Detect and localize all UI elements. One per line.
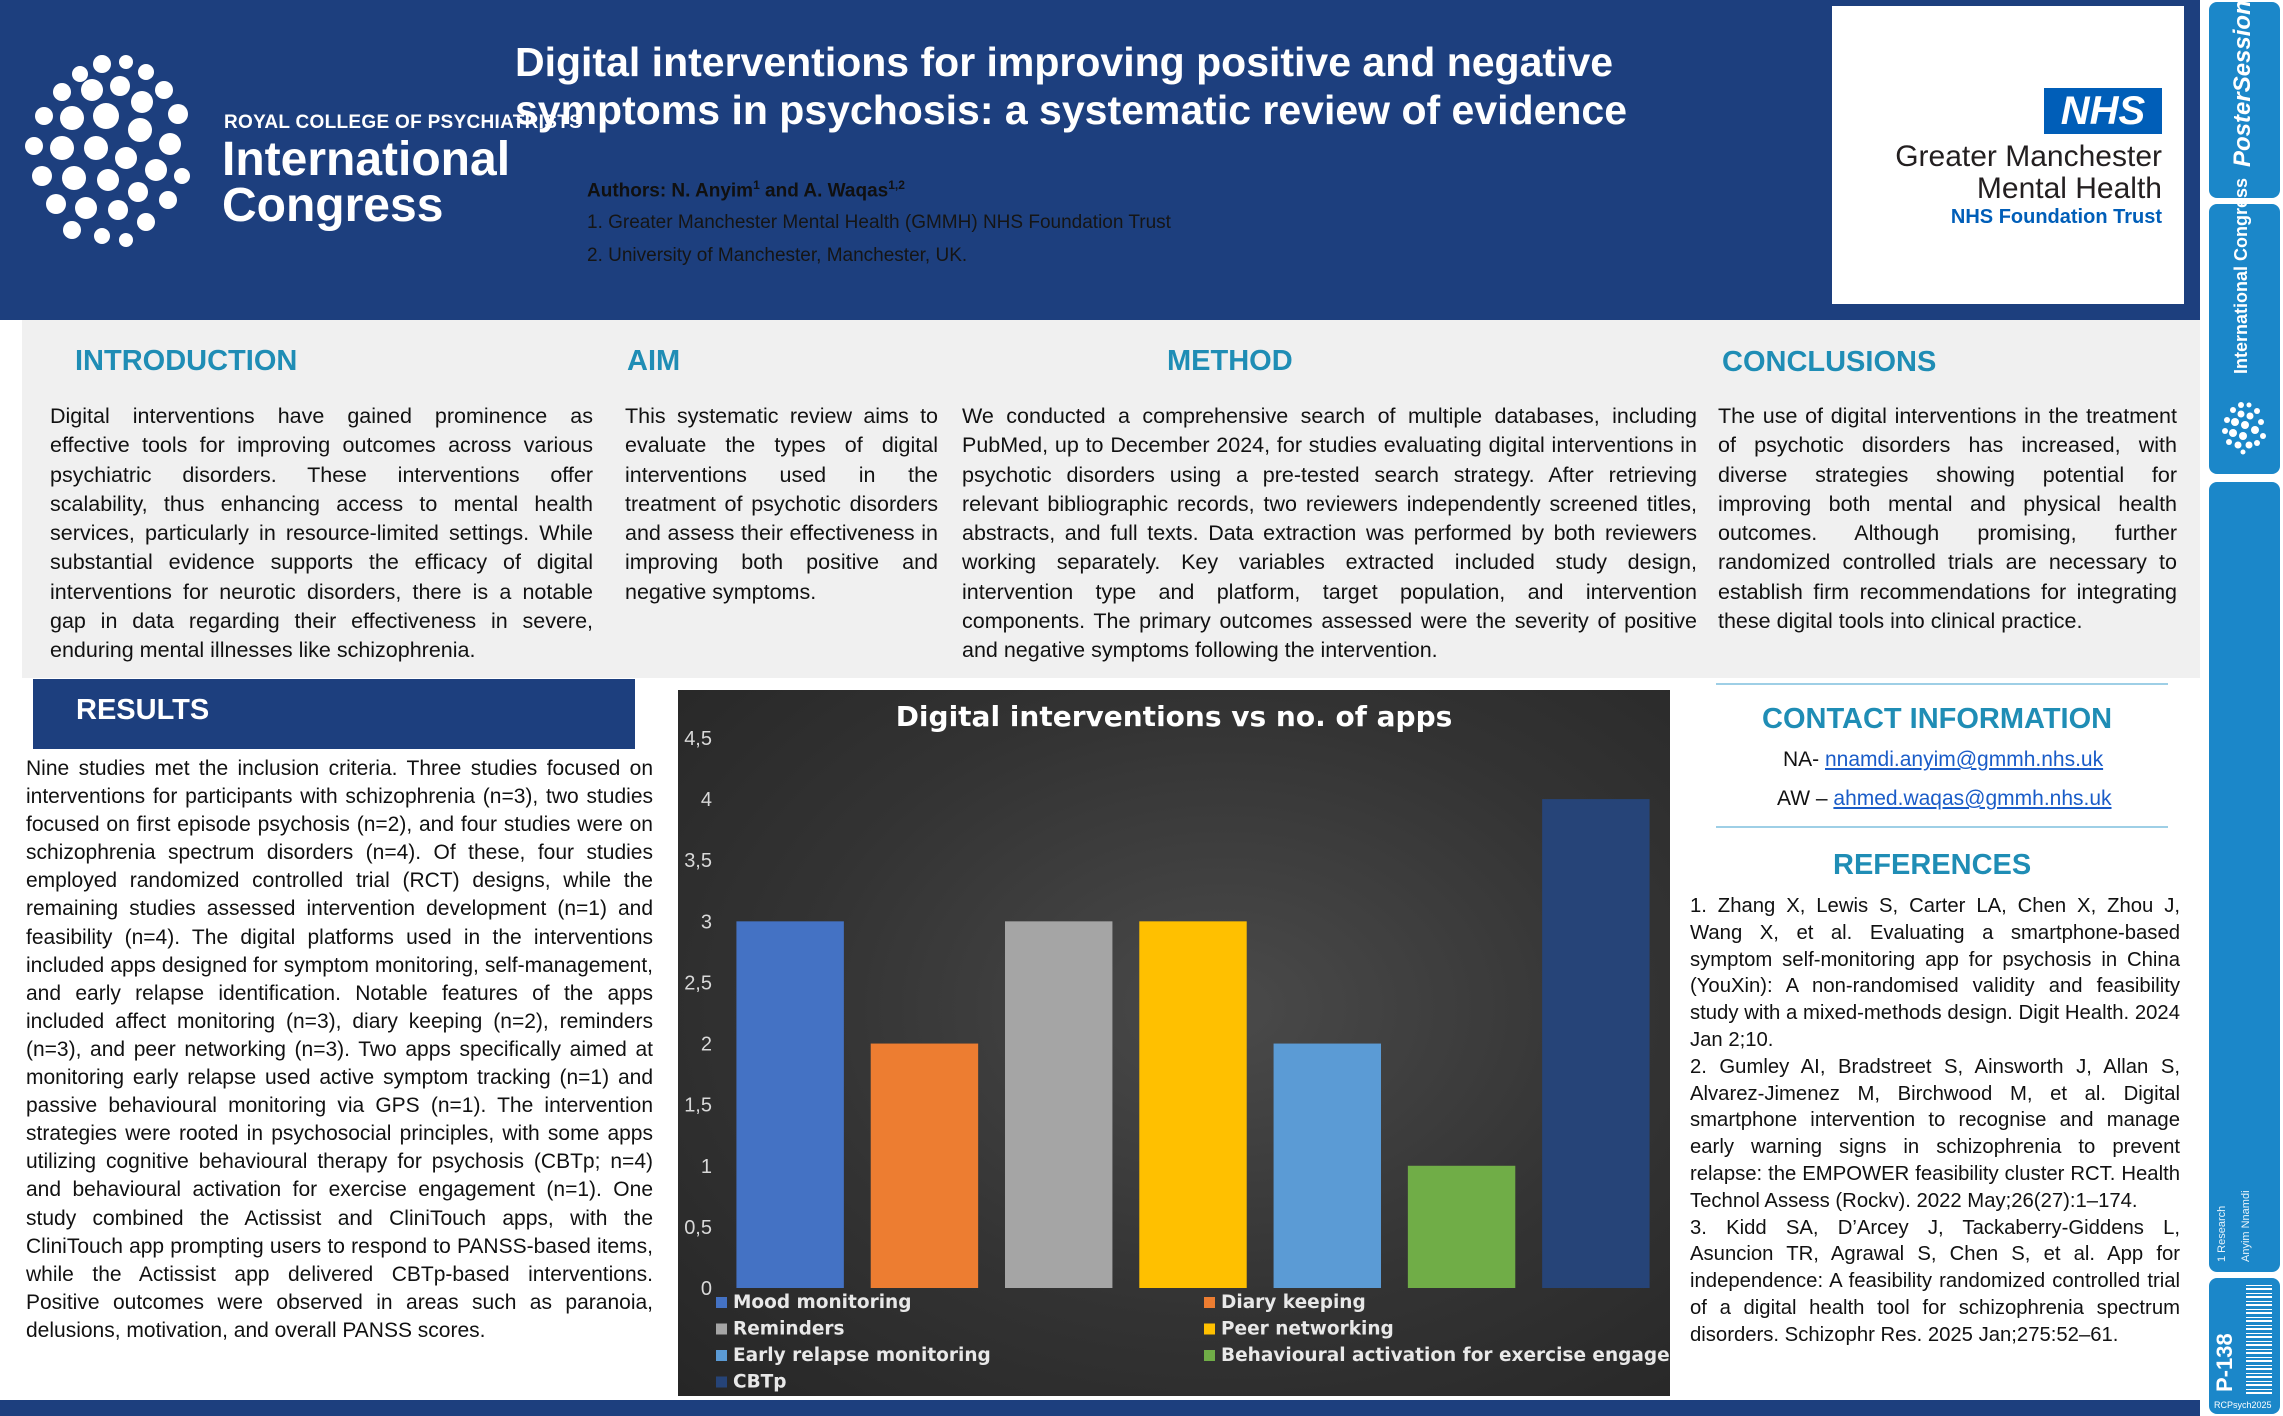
poster-title: Digital interventions for improving posi… [515,39,1628,133]
y-tick-label: 4 [701,789,712,811]
legend-swatch [1204,1323,1215,1335]
side-strip: PosterSessionOnline International Congre… [2200,0,2283,1416]
y-tick-label: 1 [701,1156,712,1178]
bottom-strip [0,1400,2200,1416]
title-box: Digital interventions for improving posi… [515,38,1815,134]
barcode [2246,1282,2272,1394]
bar-chart: Digital interventions vs no. of apps 0 0,5… [684,700,1670,1393]
legend-label: CBTp [733,1372,787,1393]
authors-label: Authors: N. Anyim [587,180,754,202]
bar-peer-networking [1139,921,1247,1288]
reference-item: 2. Gumley AI, Bradstreet S, Ainsworth J,… [1690,1055,2180,1212]
legend-swatch [716,1376,727,1388]
bar-cbtp [1542,799,1650,1288]
bar-diary-keeping [870,1043,979,1288]
legend-label: Behavioural activation for exercise enga… [1221,1345,1670,1366]
conclusions-heading: CONCLUSIONS [1722,346,1937,378]
y-tick-label: 3,5 [684,850,712,872]
y-tick-label: 1,5 [684,1095,712,1117]
method-body: We conducted a comprehensive search of m… [962,404,1697,663]
introduction-body: Digital interventions have gained promin… [50,404,593,663]
results-body: Nine studies met the inclusion criteria.… [26,757,653,1342]
bar-reminders [1005,921,1113,1288]
results-banner: RESULTS [33,679,635,749]
references-list: 1. Zhang X, Lewis S, Carter LA, Chen X, … [1690,893,2180,1349]
legend-label: Mood monitoring [733,1292,911,1313]
side-tab-congress: International Congress [2209,178,2280,474]
poster-number: P-138 [2212,1333,2237,1392]
legend-label: Diary keeping [1221,1292,1366,1313]
reference-item: 1. Zhang X, Lewis S, Carter LA, Chen X, … [1690,895,2180,1051]
reference-item: 3. Kidd SA, D’Arcey J, Tackaberry-Gidden… [1690,1216,2180,1346]
conclusions-body: The use of digital interventions in the … [1718,404,2177,634]
chart-panel: Digital interventions vs no. of apps 0 0,5… [678,690,1670,1396]
nhs-logo: NHS Greater Manchester Mental Health NHS… [1832,6,2184,304]
brain-dots-icon [25,55,190,247]
aim-heading: AIM [627,345,681,377]
chart-title: Digital interventions vs no. of apps [896,700,1453,733]
brain-dots-icon [2222,402,2266,455]
affiliation-1: 1. Greater Manchester Mental Health (GMM… [587,212,1171,233]
divider [1716,683,2168,685]
y-tick-label: 0 [701,1278,712,1300]
authors: Authors: N. Anyim1 and A. Waqas1,2 [587,178,905,202]
y-tick-label: 4,5 [684,728,712,750]
bar-early-relapse-monitoring [1273,1043,1381,1288]
legend-label: Reminders [733,1319,845,1340]
rcpsych-tag: RCPsych2025 [2214,1400,2272,1410]
authors-sup-1: 1 [753,178,760,192]
contact-na: NA- nnamdi.anyim@gmmh.nhs.uk [1783,748,2103,772]
side-congress-text: International Congress [2231,177,2251,374]
method-heading: METHOD [1167,345,1293,377]
legend-swatch [1204,1297,1215,1308]
nhs-badge: NHS [2044,88,2162,134]
contact-na-label: NA- [1783,748,1825,771]
y-tick-label: 2 [701,1034,712,1056]
contact-heading: CONTACT INFORMATION [1762,703,2113,735]
affiliation-2: 2. University of Manchester, Manchester,… [587,245,968,266]
side-author-text: Anyim Nnamdi [2240,1190,2252,1262]
contact-aw-label: AW – [1777,787,1834,810]
pso-logo-text: PosterSessionOnline [2229,0,2256,167]
bar-mood-monitoring [736,921,844,1288]
congress-title-line1: International [222,133,511,186]
org-name: ROYAL COLLEGE OF PSYCHIATRISTS [224,112,583,133]
y-tick-label: 2,5 [684,972,712,994]
legend-swatch [1204,1350,1215,1361]
nhs-org-line1: Greater Manchester [1895,140,2162,173]
references-heading: REFERENCES [1833,849,2032,881]
divider [1716,826,2168,828]
contact-aw-email-link[interactable]: ahmed.waqas@gmmh.nhs.uk [1833,787,2112,810]
introduction-heading: INTRODUCTION [75,345,298,377]
contact-aw: AW – ahmed.waqas@gmmh.nhs.uk [1777,787,2112,811]
legend-label: Peer networking [1221,1319,1394,1340]
nhs-org-line2: Mental Health [1976,172,2162,205]
side-research-text: 1 Research [2216,1205,2228,1262]
legend-swatch [716,1323,727,1335]
legend-label: Early relapse monitoring [733,1345,991,1366]
y-tick-label: 0,5 [684,1217,712,1239]
contact-na-email-link[interactable]: nnamdi.anyim@gmmh.nhs.uk [1825,748,2104,771]
bar-behavioural-activation-for-exercise-engagement [1407,1165,1516,1288]
authors-sup-2: 1,2 [888,178,905,192]
aim-body: This systematic review aims to evaluate … [625,404,938,604]
side-tab-meta [2209,482,2280,1272]
legend-swatch [716,1350,727,1361]
sections-band [22,320,2200,678]
results-heading: RESULTS [76,694,210,726]
y-tick-label: 3 [701,911,712,933]
nhs-trust: NHS Foundation Trust [1950,206,2162,228]
rcpsych-logo: ROYAL COLLEGE OF PSYCHIATRISTS Internati… [22,50,582,250]
authors-mid: and A. Waqas [759,180,889,202]
congress-title-line2: Congress [222,179,444,232]
legend-swatch [716,1297,727,1308]
side-tab-pso: PosterSessionOnline [2209,0,2280,198]
